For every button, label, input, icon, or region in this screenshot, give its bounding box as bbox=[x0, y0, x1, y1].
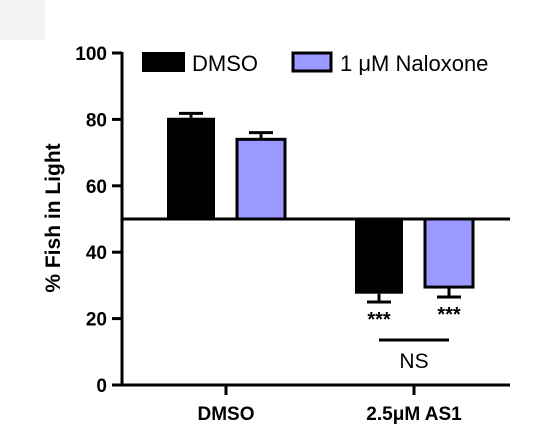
x-tick-label: 2.5μM AS1 bbox=[366, 404, 462, 425]
y-tick-label: 80 bbox=[86, 110, 107, 131]
y-tick-label: 40 bbox=[86, 243, 107, 264]
annotations: *** *** NS bbox=[367, 304, 461, 373]
x-axis: DMSO 2.5μM AS1 bbox=[122, 383, 510, 425]
y-tick-label: 60 bbox=[86, 177, 107, 198]
bars bbox=[122, 111, 510, 304]
significance-stars: *** bbox=[367, 309, 391, 331]
bar bbox=[423, 217, 475, 289]
y-axis: 0 20 40 60 80 100 bbox=[75, 44, 124, 397]
y-tick-label: 20 bbox=[86, 310, 107, 331]
legend-swatch-naloxone bbox=[291, 51, 333, 73]
legend: DMSO 1 μM Naloxone bbox=[142, 51, 488, 76]
legend-swatch-dmso bbox=[142, 52, 185, 72]
y-axis-title: % Fish in Light bbox=[42, 143, 65, 292]
bar bbox=[355, 219, 403, 294]
legend-label-dmso: DMSO bbox=[192, 51, 258, 76]
legend-label-naloxone: 1 μM Naloxone bbox=[340, 51, 488, 76]
significance-stars: *** bbox=[437, 304, 461, 326]
panel-letter-mark bbox=[0, 0, 45, 40]
comparison-label: NS bbox=[399, 350, 428, 373]
bar bbox=[167, 117, 215, 219]
x-tick-label: DMSO bbox=[198, 404, 255, 425]
y-tick-label: 0 bbox=[96, 376, 107, 397]
bar bbox=[235, 137, 287, 221]
y-tick-label: 100 bbox=[75, 44, 107, 65]
